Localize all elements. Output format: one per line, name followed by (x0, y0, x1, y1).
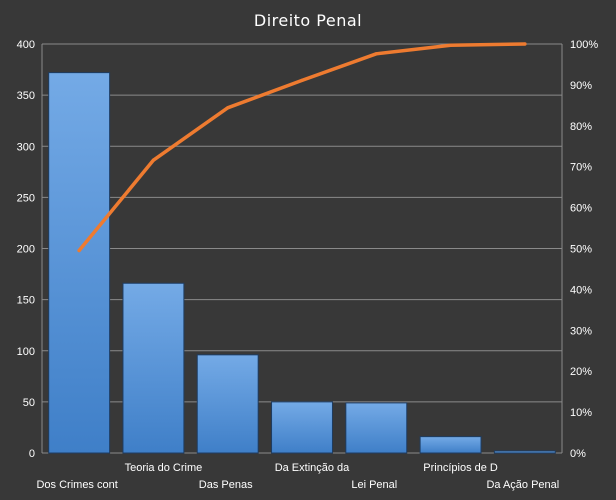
y2-tick-label: 20% (570, 366, 592, 378)
y2-tick-label: 30% (570, 325, 592, 337)
y-tick-label: 250 (17, 192, 35, 204)
gridlines (41, 43, 563, 454)
bar-series (48, 72, 556, 454)
line-point (374, 52, 378, 56)
bar (419, 436, 482, 454)
y-axis-left: 0 50 100 150 200 250 300 350 400 (17, 39, 35, 460)
y-tick-label: 400 (17, 39, 35, 51)
line-point (226, 106, 230, 110)
y2-tick-label: 90% (570, 80, 592, 92)
y2-tick-label: 0% (570, 448, 586, 460)
x-tick-label: Da Extinção da (275, 462, 350, 474)
y-tick-label: 50 (23, 397, 35, 409)
y2-tick-label: 70% (570, 162, 592, 174)
x-axis: Dos Crimes cont Teoria do Crime Das Penas D… (36, 462, 559, 491)
y-tick-label: 200 (17, 244, 35, 256)
y-tick-label: 0 (29, 448, 35, 460)
line-point (448, 43, 453, 47)
line-point (151, 158, 156, 162)
chart-title: Direito Penal (254, 11, 362, 30)
bar (493, 450, 556, 454)
y-axis-right: 0% 10% 20% 30% 40% 50% 60% 70% 80% 90% 100% (570, 39, 598, 460)
y2-tick-label: 10% (570, 407, 592, 419)
cumulative-line-series (77, 42, 527, 253)
bar (122, 282, 185, 454)
y-tick-label: 100 (17, 346, 35, 358)
x-tick-label: Teoria do Crime (125, 462, 203, 474)
y2-tick-label: 50% (570, 244, 592, 256)
y-tick-label: 300 (17, 141, 35, 153)
y2-tick-label: 80% (570, 121, 592, 133)
bar (345, 402, 408, 454)
bar (48, 72, 111, 454)
y2-tick-label: 40% (570, 284, 592, 296)
bar (271, 401, 333, 454)
y-tick-label: 150 (17, 295, 35, 307)
line-point (77, 248, 81, 253)
cumulative-line (77, 42, 527, 253)
x-tick-label: Das Penas (199, 479, 253, 491)
x-tick-label: Lei Penal (351, 479, 397, 491)
line-point (523, 42, 527, 46)
x-tick-label: Dos Crimes cont (36, 479, 117, 491)
y-tick-label: 350 (17, 90, 35, 102)
y2-tick-label: 100% (570, 39, 598, 51)
x-tick-label: Princípios de D (423, 462, 498, 474)
y2-tick-label: 60% (570, 203, 592, 215)
bar (196, 354, 259, 454)
x-tick-label: Da Ação Penal (486, 479, 559, 491)
line-point (300, 78, 304, 83)
